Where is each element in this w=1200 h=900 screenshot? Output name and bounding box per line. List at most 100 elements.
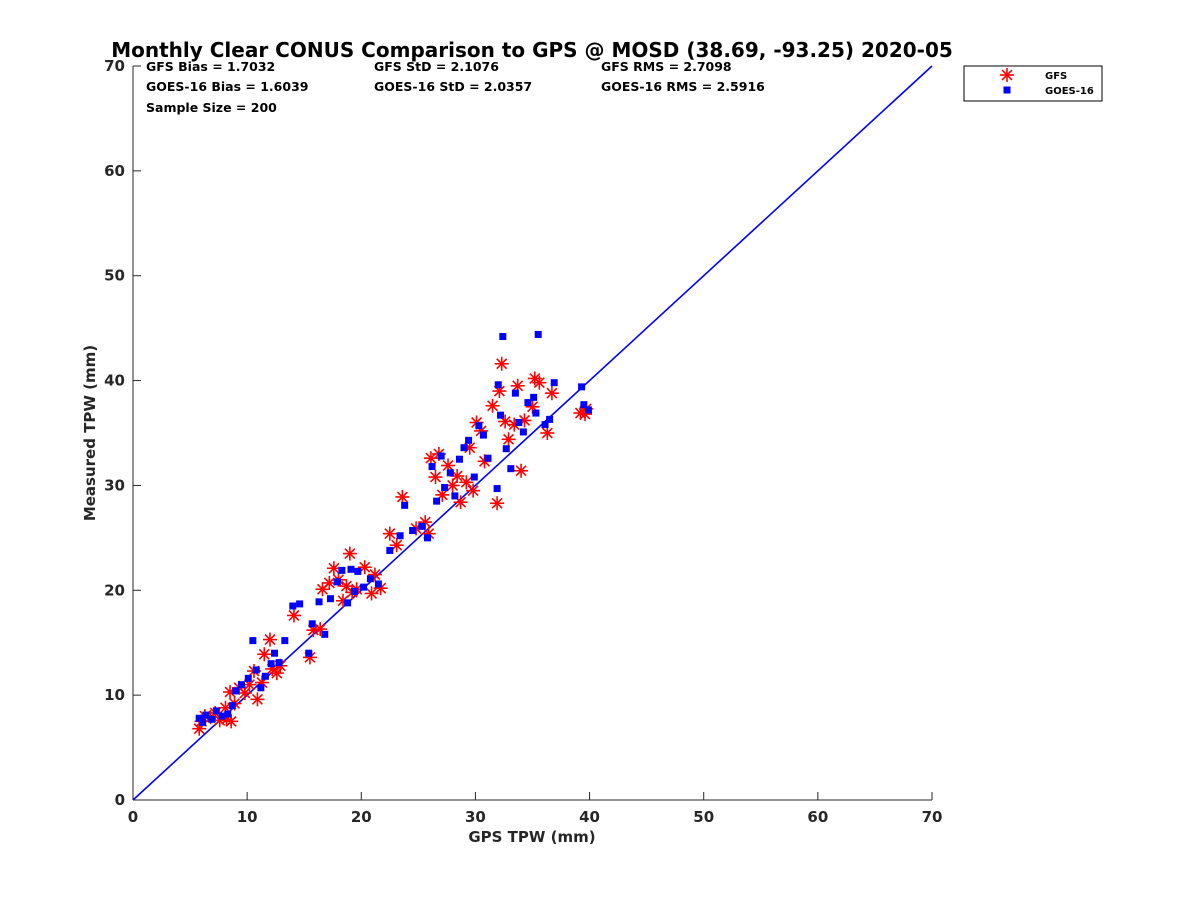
goes-16-point bbox=[360, 583, 368, 591]
goes-16-point bbox=[202, 711, 210, 719]
legend-box bbox=[963, 65, 1103, 102]
x-tick-label: 60 bbox=[807, 808, 828, 826]
gfs-point bbox=[428, 470, 443, 485]
goes-16-point bbox=[546, 415, 554, 423]
gfs-point bbox=[544, 386, 559, 401]
goes-16-point bbox=[296, 600, 304, 608]
goes-16-point bbox=[507, 465, 515, 473]
goes-16-point bbox=[515, 419, 523, 427]
goes-16-point bbox=[281, 637, 289, 645]
y-tick-label: 40 bbox=[104, 372, 125, 390]
gfs-point bbox=[459, 475, 474, 490]
goes-16-point bbox=[333, 578, 341, 586]
goes-16-point bbox=[347, 565, 355, 573]
gfs-point bbox=[540, 426, 555, 440]
gfs-point bbox=[389, 538, 404, 553]
gfs-std-text: GFS StD = 2.1076 bbox=[374, 59, 499, 74]
legend: GFS GOES-16 bbox=[963, 65, 1103, 102]
gfs-point bbox=[494, 356, 509, 371]
x-tick-label: 10 bbox=[237, 808, 258, 826]
goes-16-point bbox=[208, 715, 216, 723]
goes-16-point bbox=[519, 428, 527, 436]
goes-16-point bbox=[308, 620, 316, 628]
goes-16-point bbox=[423, 534, 431, 542]
goes-16-point bbox=[224, 710, 232, 718]
x-tick-label: 70 bbox=[922, 808, 943, 826]
goes-16-point bbox=[321, 630, 329, 638]
goes-16-point bbox=[541, 421, 549, 429]
goes-16-point bbox=[366, 575, 374, 583]
chart-title: Monthly Clear CONUS Comparison to GPS @ … bbox=[111, 38, 953, 62]
goes-16-point bbox=[252, 666, 260, 674]
goes-16-point bbox=[437, 452, 445, 460]
goes-16-point bbox=[338, 566, 346, 574]
goes-16-point bbox=[499, 333, 507, 341]
goes-16-point bbox=[344, 599, 352, 607]
goes-16-point bbox=[409, 527, 417, 535]
y-tick-label: 0 bbox=[115, 791, 125, 809]
gfs-point bbox=[382, 526, 397, 541]
goes-std-text: GOES-16 StD = 2.0357 bbox=[374, 79, 532, 94]
y-tick-label: 70 bbox=[104, 57, 125, 75]
gfs-point bbox=[342, 546, 357, 561]
goes-16-point bbox=[271, 649, 279, 657]
y-tick-label: 10 bbox=[104, 686, 125, 704]
goes-16-point bbox=[511, 389, 519, 397]
gfs-point bbox=[485, 398, 500, 413]
gfs-point bbox=[357, 560, 372, 575]
goes-16-point bbox=[289, 602, 297, 610]
goes-16-point bbox=[465, 436, 473, 444]
legend-goes-label: GOES-16 bbox=[1045, 86, 1094, 97]
goes-16-point bbox=[326, 595, 334, 603]
goes-16-point bbox=[237, 681, 245, 689]
goes-16-point bbox=[451, 492, 459, 500]
goes-16-point bbox=[275, 659, 283, 667]
goes-16-point bbox=[502, 445, 510, 453]
legend-gfs-marker bbox=[1000, 68, 1014, 82]
goes-16-point bbox=[228, 702, 236, 710]
goes-16-point bbox=[218, 712, 226, 720]
goes-16-point bbox=[578, 383, 586, 391]
sample-size-text: Sample Size = 200 bbox=[146, 100, 277, 115]
goes-16-point bbox=[315, 598, 323, 606]
goes-16-point bbox=[212, 707, 220, 715]
y-axis-label: Measured TPW (mm) bbox=[81, 345, 99, 521]
x-tick-label: 40 bbox=[579, 808, 600, 826]
goes-16-point bbox=[199, 718, 207, 726]
y-tick-label: 30 bbox=[104, 476, 125, 494]
goes-16-point bbox=[354, 567, 362, 575]
x-tick-label: 50 bbox=[693, 808, 714, 826]
y-tick-label: 50 bbox=[104, 267, 125, 285]
goes-16-point bbox=[524, 399, 532, 407]
goes-16-point bbox=[497, 411, 505, 419]
gfs-point bbox=[250, 692, 265, 707]
goes-16-point bbox=[232, 687, 240, 695]
gfs-point bbox=[514, 463, 529, 478]
legend-gfs-asterisk bbox=[1000, 68, 1014, 82]
gfs-rms-text: GFS RMS = 2.7098 bbox=[601, 59, 732, 74]
legend-goes-marker bbox=[1003, 86, 1011, 94]
goes-16-point bbox=[460, 444, 468, 452]
goes-16-point bbox=[433, 497, 441, 505]
goes-16-point bbox=[493, 485, 501, 493]
goes-16-point bbox=[532, 409, 540, 417]
goes-16-point bbox=[195, 714, 203, 722]
goes-16-point bbox=[534, 330, 542, 338]
y-tick-label: 60 bbox=[104, 162, 125, 180]
stats-block: GFS Bias = 1.7032 GOES-16 Bias = 1.6039 … bbox=[146, 59, 765, 115]
goes-16-point bbox=[261, 672, 269, 680]
goes-16-point bbox=[484, 454, 492, 462]
gfs-point bbox=[262, 632, 277, 647]
goes-16-point bbox=[401, 501, 409, 509]
goes-16-point bbox=[494, 381, 502, 389]
gfs-point bbox=[532, 375, 547, 390]
x-axis-label: GPS TPW (mm) bbox=[468, 828, 595, 846]
goes-16-point bbox=[550, 379, 558, 387]
reference-line bbox=[132, 65, 933, 801]
goes-16-point bbox=[441, 484, 449, 492]
goes-16-point bbox=[580, 401, 588, 409]
legend-gfs-label: GFS bbox=[1045, 71, 1067, 82]
goes-16-point bbox=[305, 649, 313, 657]
goes-bias-text: GOES-16 Bias = 1.6039 bbox=[146, 79, 308, 94]
